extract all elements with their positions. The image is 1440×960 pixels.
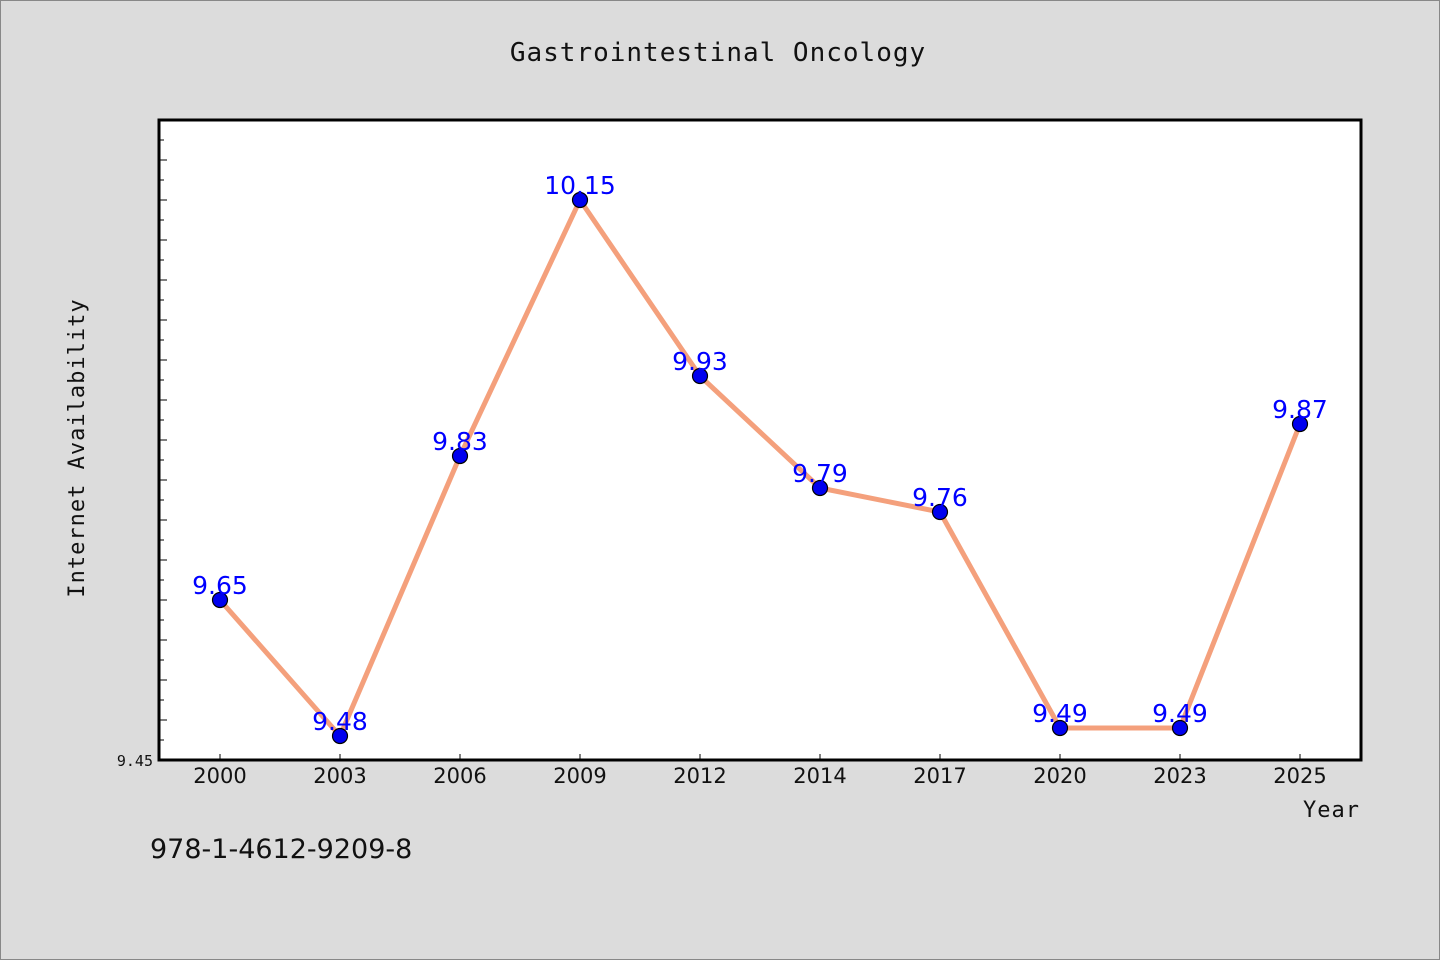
x-tick-label: 2006 [433,764,486,788]
data-point [1051,719,1069,737]
isbn-footer: 978-1-4612-9209-8 [150,834,413,865]
x-tick-label: 2012 [673,764,726,788]
x-tick-label: 2009 [553,764,606,788]
plot-area [157,118,1363,762]
data-point [331,727,349,745]
y-axis-ticks: 9.45 [117,139,167,770]
x-tick-label: 2025 [1273,764,1326,788]
data-label: 9.93 [672,347,728,376]
data-point [931,503,949,521]
x-tick-label: 2000 [193,764,246,788]
x-tick-label: 2003 [313,764,366,788]
data-label: 9.83 [432,427,488,456]
x-axis-ticks: 2000 2003 2006 2009 2012 2014 2017 2020 2023 2025 [193,754,1327,788]
data-point [571,191,589,209]
data-point [211,591,229,609]
data-point [691,367,709,385]
data-label: 10.15 [544,171,616,200]
x-tick-label: 2017 [913,764,966,788]
data-label: 9.65 [192,571,248,600]
series-line [218,197,1303,739]
x-axis-title: Year [1303,798,1360,823]
data-label: 9.76 [912,483,968,512]
data-point [811,479,829,497]
x-tick-label: 2020 [1033,764,1086,788]
y-axis-title: Internet Availability [65,298,90,597]
data-point [1291,415,1309,433]
x-tick-label: 2014 [793,764,846,788]
data-point [1171,719,1189,737]
x-tick-label: 2023 [1153,764,1206,788]
data-label: 9.87 [1272,395,1328,424]
chart-title: Gastrointestinal Oncology [510,38,926,68]
data-label: 9.49 [1152,699,1208,728]
y-tick-label: 9.45 [117,752,153,770]
data-label: 9.49 [1032,699,1088,728]
data-label: 9.48 [312,707,368,736]
series-group: 9.65 9.48 9.83 10.15 9.93 9.79 9.76 9.49 9.49 9.8… [192,171,1328,745]
data-label: 9.79 [792,459,848,488]
data-point [451,447,469,465]
